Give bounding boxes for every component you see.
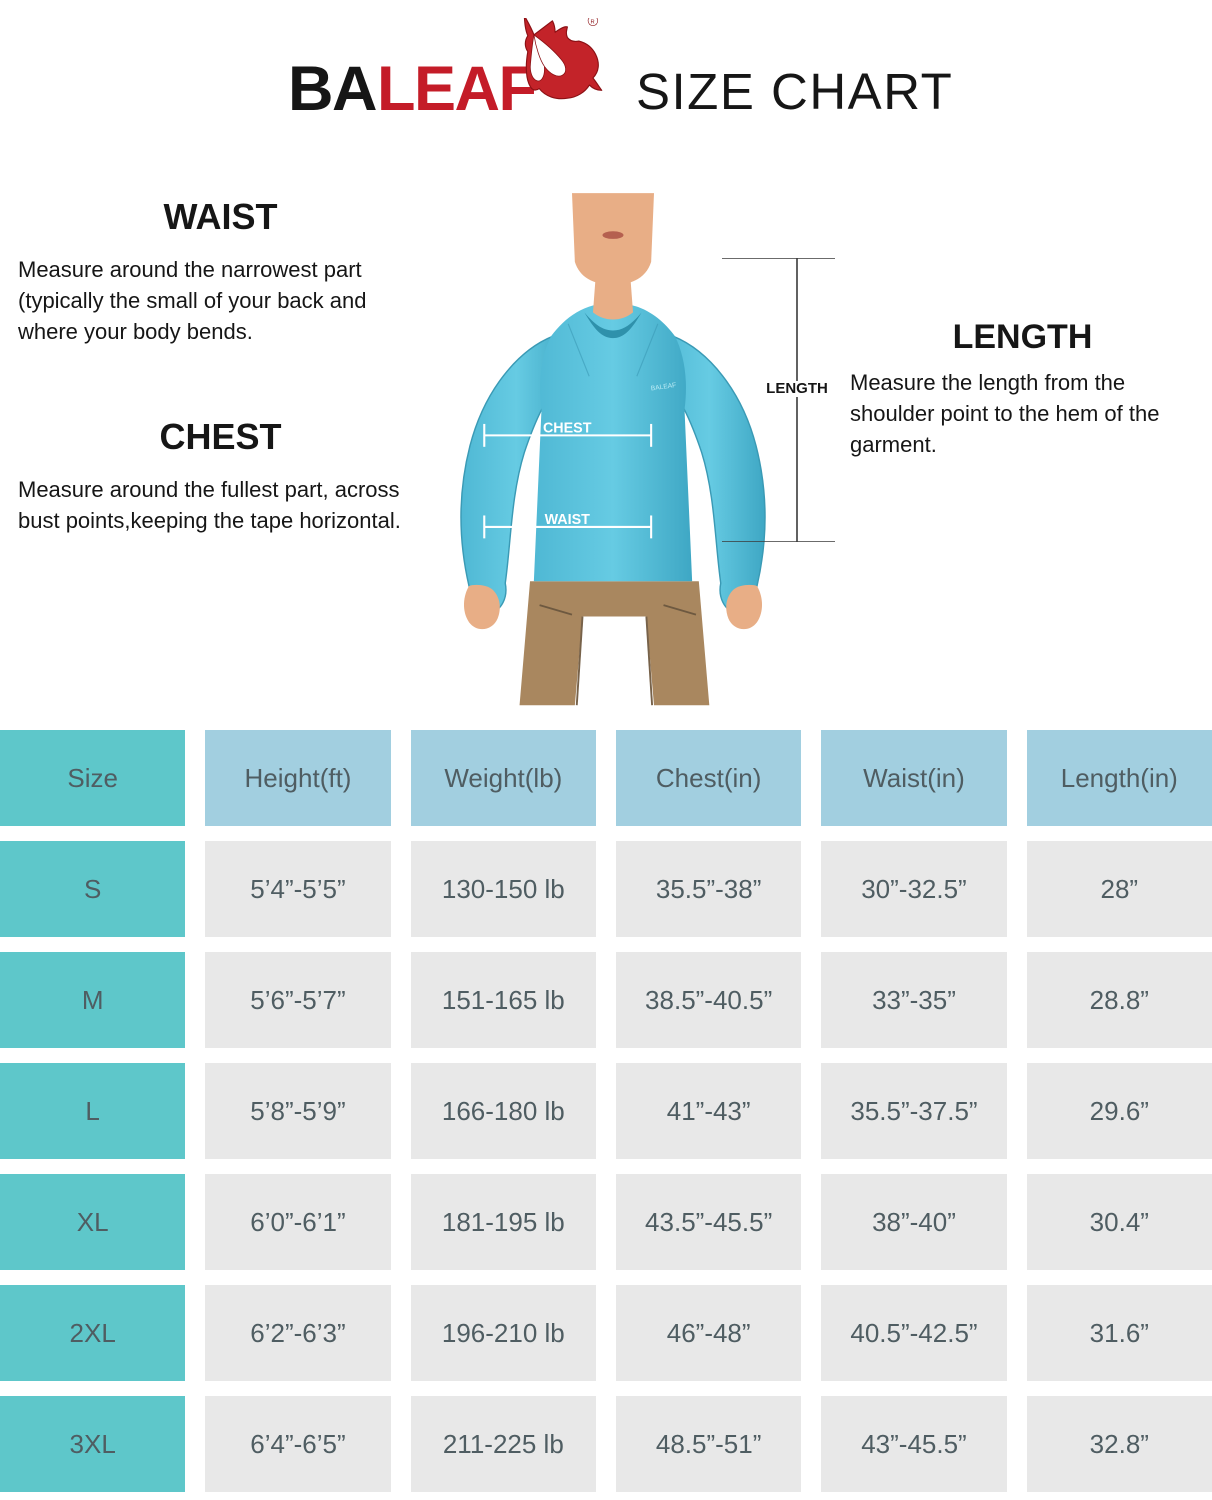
svg-text:R: R: [591, 19, 595, 25]
svg-text:BA: BA: [288, 54, 376, 124]
svg-text:LEAF: LEAF: [377, 54, 536, 124]
svg-text:SIZE CHART: SIZE CHART: [636, 63, 953, 120]
svg-text:CHEST: CHEST: [543, 421, 592, 437]
svg-text:WAIST: WAIST: [545, 512, 591, 528]
svg-text:LENGTH: LENGTH: [766, 380, 828, 397]
